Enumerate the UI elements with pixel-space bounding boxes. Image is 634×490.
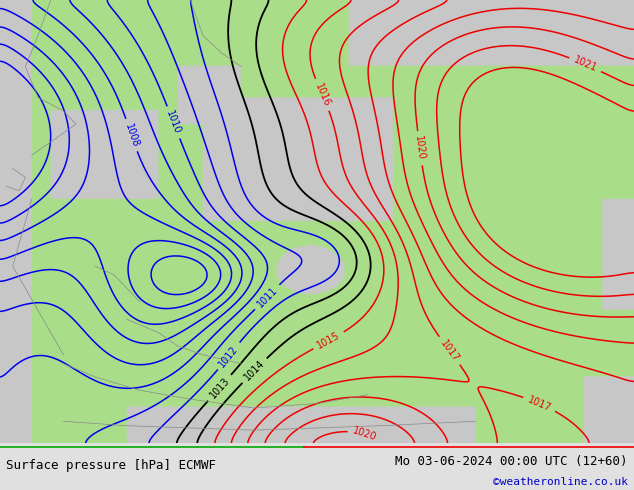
Text: 1017: 1017 — [526, 394, 553, 413]
Text: 1013: 1013 — [208, 375, 231, 400]
Text: 1020: 1020 — [413, 135, 427, 161]
Text: Mo 03-06-2024 00:00 UTC (12+60): Mo 03-06-2024 00:00 UTC (12+60) — [395, 455, 628, 467]
Text: 1010: 1010 — [164, 109, 183, 136]
Text: 1015: 1015 — [316, 330, 342, 351]
Text: 1021: 1021 — [572, 55, 598, 74]
Text: 1011: 1011 — [255, 285, 280, 309]
Text: 1020: 1020 — [351, 426, 378, 443]
Text: 1017: 1017 — [438, 338, 461, 364]
Text: 1012: 1012 — [217, 343, 240, 369]
Text: 1008: 1008 — [123, 122, 140, 148]
Text: ©weatheronline.co.uk: ©weatheronline.co.uk — [493, 477, 628, 487]
Text: 1014: 1014 — [242, 358, 267, 383]
Text: Surface pressure [hPa] ECMWF: Surface pressure [hPa] ECMWF — [6, 459, 216, 472]
Text: 1016: 1016 — [313, 81, 332, 108]
